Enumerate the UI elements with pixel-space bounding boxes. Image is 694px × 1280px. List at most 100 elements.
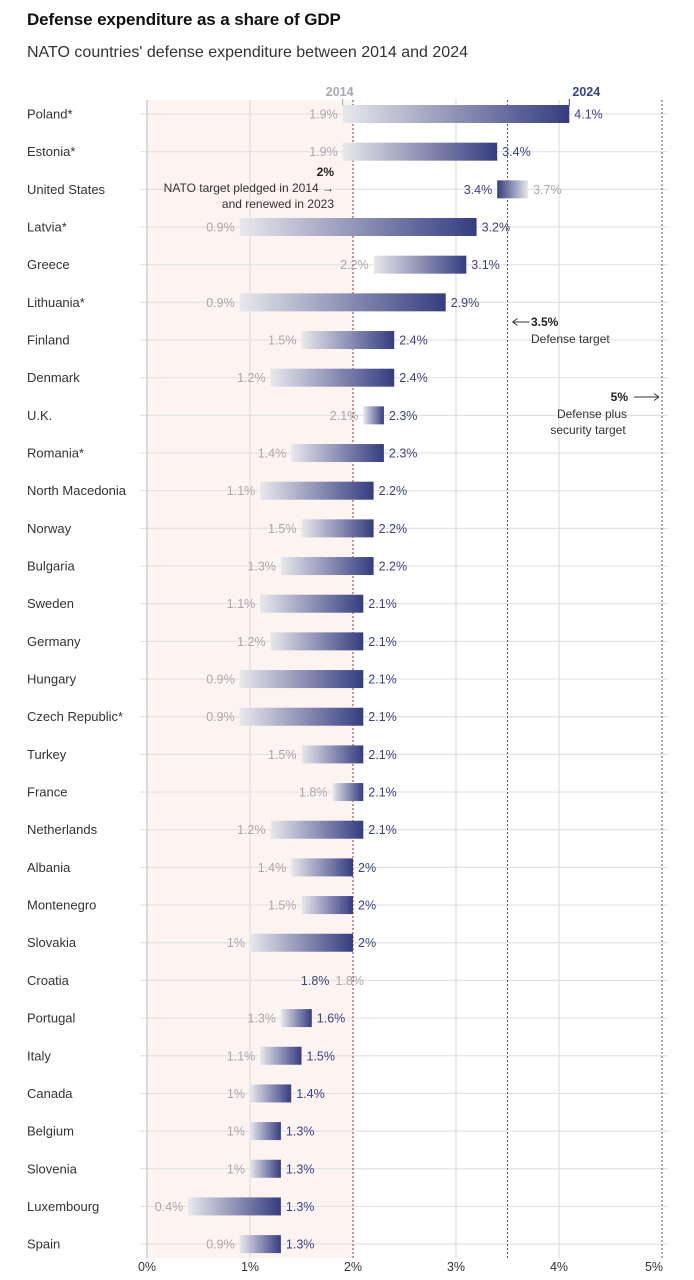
country-label: Greece xyxy=(27,257,70,272)
value-label-2014: 1.2% xyxy=(237,371,266,385)
country-label: Finland xyxy=(27,333,70,348)
value-label-2014: 1.8% xyxy=(299,786,328,800)
country-label: Spain xyxy=(27,1237,60,1252)
value-label-2014: 1.4% xyxy=(258,447,287,461)
country-label: Turkey xyxy=(27,747,67,762)
change-bar xyxy=(332,783,364,802)
value-label-2024: 2% xyxy=(358,936,376,950)
value-label-2014: 1% xyxy=(227,936,245,950)
country-label: Denmark xyxy=(27,370,80,385)
x-tick-label: 3% xyxy=(447,1260,465,1274)
value-label-2024: 2.1% xyxy=(368,748,397,762)
chart-subtitle: NATO countries' defense expenditure betw… xyxy=(27,44,468,61)
change-bar xyxy=(497,180,529,199)
country-label: Slovakia xyxy=(27,935,77,950)
value-label-2024: 3.4% xyxy=(464,183,493,197)
value-label-2024: 1.3% xyxy=(286,1162,315,1176)
x-tick-label: 5% xyxy=(645,1260,663,1274)
annotation-3-5pct-value: 3.5% xyxy=(531,315,559,329)
country-label: Poland* xyxy=(27,107,73,122)
change-bar xyxy=(250,1084,292,1103)
change-bar xyxy=(260,594,364,613)
value-label-2014: 1.3% xyxy=(247,1012,276,1026)
value-label-2014: 3.7% xyxy=(533,183,562,197)
country-label: Romania* xyxy=(27,446,84,461)
country-label: Croatia xyxy=(27,973,70,988)
country-label: United States xyxy=(27,182,106,197)
value-label-2014: 1.9% xyxy=(309,108,338,122)
value-label-2024: 2.1% xyxy=(368,823,397,837)
country-label: Hungary xyxy=(27,672,77,687)
value-label-2014: 0.9% xyxy=(206,296,235,310)
change-bar xyxy=(250,1122,281,1141)
country-label: Bulgaria xyxy=(27,559,75,574)
annotation-5pct-line2: security target xyxy=(550,423,626,437)
change-bar xyxy=(270,820,364,839)
value-label-2024: 2.3% xyxy=(389,447,418,461)
value-label-2024: 3.2% xyxy=(482,221,511,235)
value-label-2024: 3.4% xyxy=(502,145,531,159)
change-bar xyxy=(373,255,467,274)
change-bar xyxy=(301,896,353,915)
change-bar xyxy=(291,858,353,877)
country-label: North Macedonia xyxy=(27,483,127,498)
country-label: Estonia* xyxy=(27,144,75,159)
country-label: France xyxy=(27,785,67,800)
value-label-2024: 2.9% xyxy=(451,296,480,310)
value-label-2014: 1% xyxy=(227,1087,245,1101)
value-label-2014: 1.2% xyxy=(237,823,266,837)
value-label-2014: 1.5% xyxy=(268,899,297,913)
value-label-2014: 1.1% xyxy=(227,484,256,498)
annotation-5pct-line1: Defense plus xyxy=(557,407,627,421)
country-label: Italy xyxy=(27,1048,51,1063)
value-label-2014: 1.4% xyxy=(258,861,287,875)
country-label: Germany xyxy=(27,634,81,649)
annotation-5pct-value: 5% xyxy=(611,390,629,404)
country-label: Montenegro xyxy=(27,898,96,913)
value-label-2014: 0.9% xyxy=(206,1238,235,1252)
annotation-2pct-line1: NATO target pledged in 2014 → xyxy=(164,181,334,195)
value-label-2014: 1.5% xyxy=(268,522,297,536)
value-label-2014: 0.9% xyxy=(206,673,235,687)
change-bar xyxy=(270,368,395,387)
value-label-2014: 1.1% xyxy=(227,597,256,611)
country-label: Belgium xyxy=(27,1124,74,1139)
value-label-2024: 1.4% xyxy=(296,1087,325,1101)
change-bar xyxy=(301,745,364,764)
value-label-2024: 2.1% xyxy=(368,635,397,649)
value-label-2014: 1.1% xyxy=(227,1049,256,1063)
value-label-2024: 2.4% xyxy=(399,371,428,385)
change-bar xyxy=(280,557,374,576)
change-bar xyxy=(301,331,395,350)
value-label-2024: 1.3% xyxy=(286,1125,315,1139)
value-label-2024: 1.5% xyxy=(307,1049,336,1063)
country-label: U.K. xyxy=(27,408,52,423)
value-label-2024: 1.6% xyxy=(317,1012,346,1026)
value-label-2014: 0.4% xyxy=(155,1200,184,1214)
value-label-2014: 0.9% xyxy=(206,221,235,235)
change-bar xyxy=(342,142,498,161)
value-label-2014: 1.2% xyxy=(237,635,266,649)
value-label-2014: 0.9% xyxy=(206,710,235,724)
series-label-2024: 2024 xyxy=(572,85,600,99)
country-label: Albania xyxy=(27,860,71,875)
value-label-2014: 1.8% xyxy=(335,974,364,988)
value-label-2024: 2.2% xyxy=(379,560,408,574)
change-bar xyxy=(239,218,477,237)
change-bar xyxy=(239,707,364,726)
country-label: Latvia* xyxy=(27,220,67,235)
country-label: Luxembourg xyxy=(27,1199,99,1214)
value-label-2014: 1% xyxy=(227,1125,245,1139)
change-bar xyxy=(270,632,364,651)
country-label: Netherlands xyxy=(27,822,98,837)
change-bar xyxy=(250,1159,281,1178)
annotation-2pct-line2: and renewed in 2023 xyxy=(222,197,334,211)
change-bar xyxy=(239,1235,281,1254)
value-label-2014: 1.5% xyxy=(268,748,297,762)
value-label-2024: 2.1% xyxy=(368,710,397,724)
change-bar xyxy=(280,1009,312,1028)
arrowhead-right-icon xyxy=(653,393,660,401)
series-label-2014: 2014 xyxy=(326,85,354,99)
value-label-2014: 1.3% xyxy=(247,560,276,574)
